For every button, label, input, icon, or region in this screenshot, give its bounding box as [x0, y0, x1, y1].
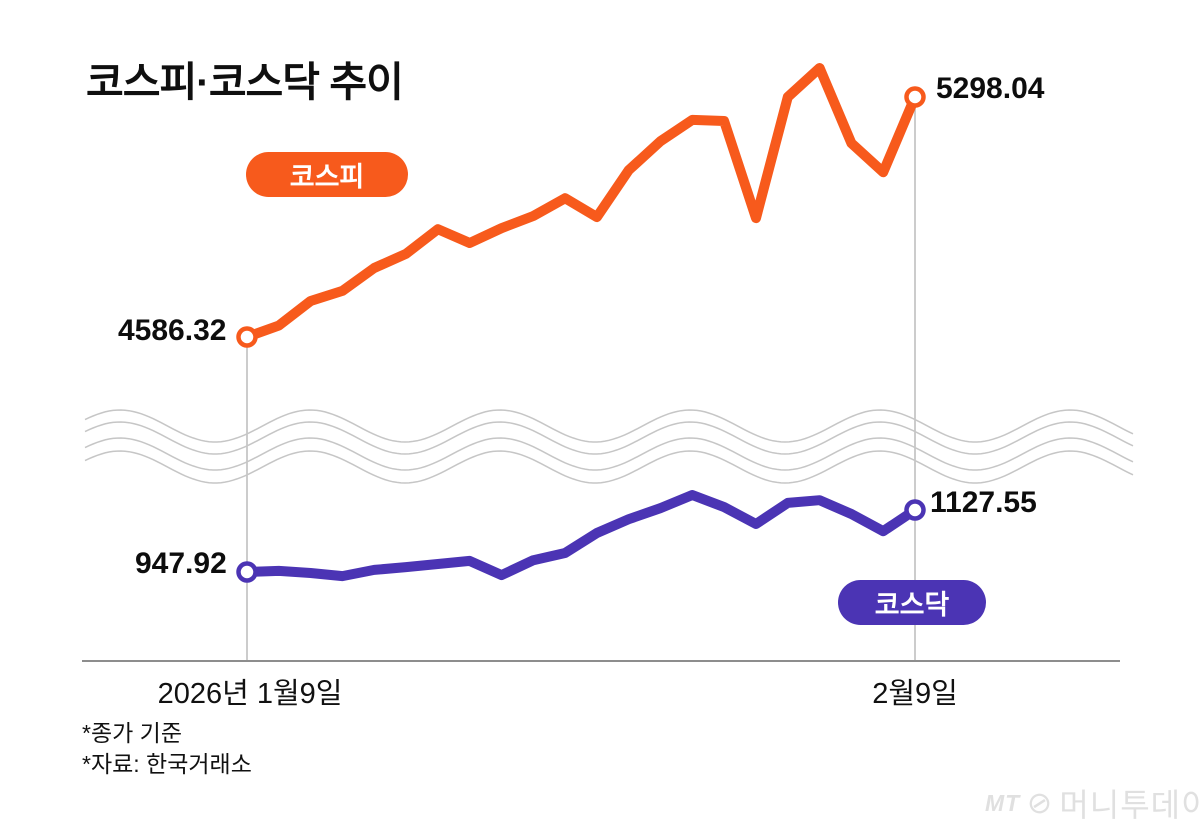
kosdaq-line — [246, 490, 918, 582]
moneytoday-logo-icon: ⊘ — [1024, 784, 1056, 822]
kosdaq-end-marker — [904, 499, 926, 521]
wave-line — [84, 450, 1134, 484]
axis-break-waves — [84, 409, 1134, 484]
kospi-legend-pill: 코스피 — [246, 152, 408, 197]
x-axis-end-label: 2월9일 — [872, 678, 958, 710]
x-axis-start-label: 2026년 1월9일 — [157, 678, 343, 710]
kosdaq-end-value: 1127.55 — [930, 486, 1037, 519]
footnote-basis: *종가 기준 — [82, 720, 182, 746]
kospi-legend-label: 코스피 — [289, 162, 365, 192]
wave-line — [84, 437, 1134, 471]
wave-line — [84, 421, 1134, 455]
moneytoday-watermark: MT ⊘ 머니투데이 — [985, 780, 1200, 826]
kospi-end-value: 5298.04 — [936, 72, 1045, 105]
mt-monogram: MT — [985, 789, 1021, 816]
kosdaq-start-marker — [236, 561, 258, 583]
wave-line — [84, 409, 1134, 443]
kosdaq-legend-label: 코스닥 — [874, 590, 950, 620]
moneytoday-name: 머니투데이 — [1059, 787, 1200, 823]
footnotes: *종가 기준 *자료: 한국거래소 — [82, 718, 252, 780]
chart-title: 코스피·코스닥 추이 — [86, 59, 404, 105]
kospi-start-value: 4586.32 — [118, 314, 227, 347]
kospi-line — [245, 63, 920, 342]
kosdaq-legend-pill: 코스닥 — [838, 580, 986, 625]
kospi-end-marker — [904, 86, 926, 108]
footnote-source: *자료: 한국거래소 — [82, 751, 252, 777]
kosdaq-start-value: 947.92 — [135, 547, 227, 580]
kospi-start-marker — [236, 326, 258, 348]
